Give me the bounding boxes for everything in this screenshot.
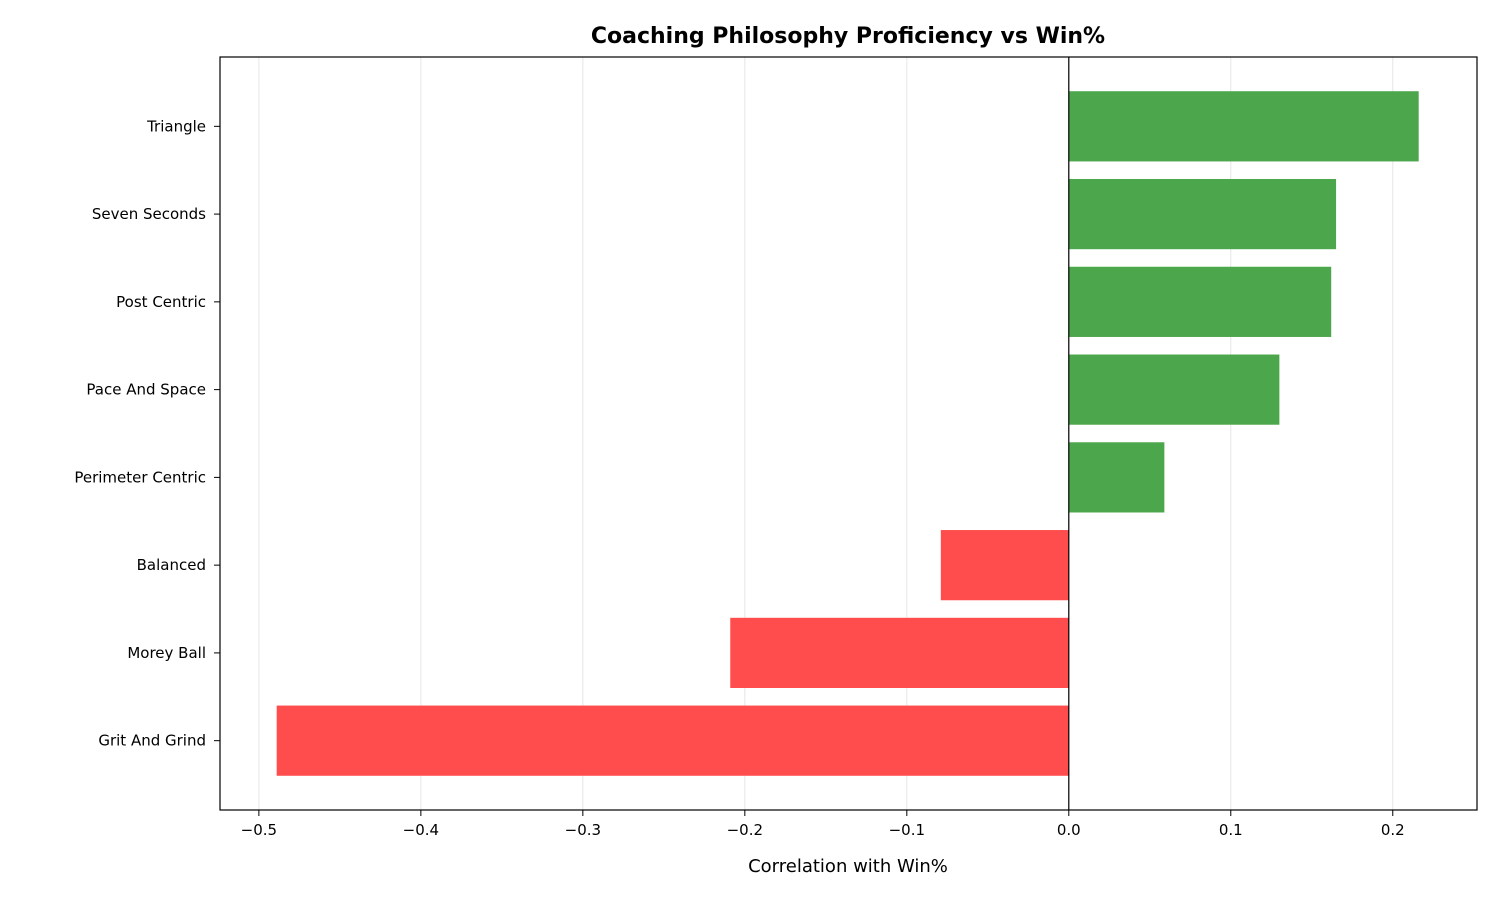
x-tick-label: −0.2 <box>727 821 763 839</box>
y-tick-label: Grit And Grind <box>98 732 206 750</box>
y-tick-label: Morey Ball <box>127 644 206 662</box>
bar-seven-seconds <box>1068 178 1337 250</box>
chart-title: Coaching Philosophy Proficiency vs Win% <box>591 24 1105 49</box>
y-tick-label: Pace And Space <box>86 381 206 399</box>
y-tick-label: Perimeter Centric <box>74 468 206 486</box>
x-tick-label: −0.1 <box>889 821 925 839</box>
x-tick-label: −0.4 <box>403 821 439 839</box>
x-tick-label: 0.1 <box>1219 821 1243 839</box>
bar-pace-and-space <box>1068 354 1280 425</box>
bar-triangle <box>1068 91 1419 162</box>
bar-balanced <box>940 530 1069 601</box>
y-tick-label: Seven Seconds <box>92 205 206 223</box>
x-axis-label: Correlation with Win% <box>748 856 948 877</box>
bar-post-centric <box>1068 266 1332 337</box>
bar-perimeter-centric <box>1068 442 1165 513</box>
y-tick-label: Balanced <box>137 556 206 574</box>
y-tick-label: Triangle <box>146 117 206 135</box>
y-tick-label: Post Centric <box>116 293 206 311</box>
bar-grit-and-grind <box>276 705 1069 776</box>
x-tick-label: −0.5 <box>241 821 277 839</box>
x-tick-label: 0.0 <box>1057 821 1081 839</box>
plot-frame <box>219 56 1478 811</box>
x-tick-label: 0.2 <box>1381 821 1405 839</box>
x-tick-label: −0.3 <box>565 821 601 839</box>
bar-morey-ball <box>730 617 1069 689</box>
